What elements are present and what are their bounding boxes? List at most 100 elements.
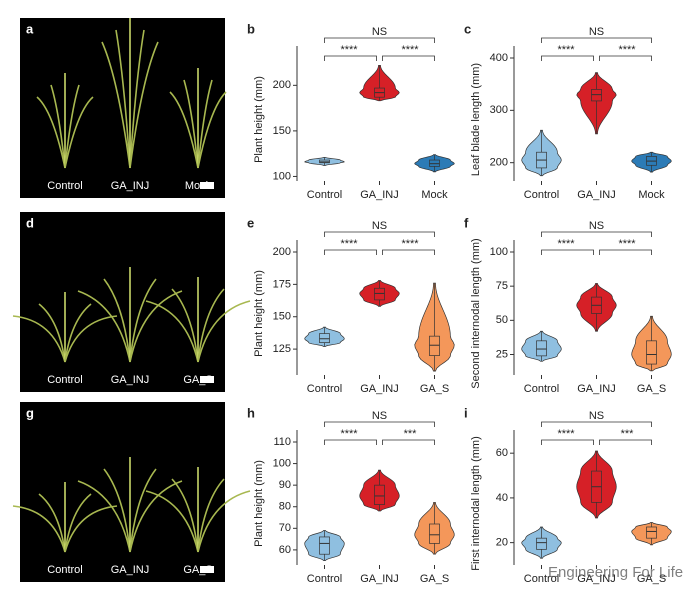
plant-leaf — [197, 79, 213, 169]
panel-label: g — [26, 405, 34, 420]
y-tick-label: 60 — [279, 544, 291, 556]
plant-leaf — [64, 505, 118, 553]
panel-label: a — [26, 21, 34, 36]
x-tick-label: Control — [524, 383, 559, 395]
y-tick-label: 25 — [496, 348, 508, 360]
box — [319, 536, 330, 555]
plant-leaf — [197, 91, 227, 169]
box — [429, 523, 440, 544]
plant-leaf — [103, 278, 131, 363]
plant-leaf — [129, 468, 157, 553]
y-tick-label: 200 — [490, 157, 508, 169]
photo-caption: Control — [47, 180, 82, 192]
y-tick-label: 75 — [496, 280, 508, 292]
significance-label: **** — [618, 238, 636, 250]
photo — [20, 402, 225, 582]
box — [536, 537, 547, 550]
panel-label: c — [464, 21, 471, 36]
photo-caption: GA_INJ — [111, 180, 150, 192]
photo-caption: Control — [47, 564, 82, 576]
x-tick-label: GA_INJ — [360, 189, 399, 201]
box — [646, 340, 657, 365]
plant-leaf — [197, 490, 251, 553]
significance-bracket — [382, 55, 435, 61]
plant-leaf — [64, 315, 118, 363]
box — [374, 484, 385, 505]
y-axis-label: First internodal length (mm) — [470, 436, 482, 571]
significance-bracket — [324, 231, 435, 237]
plant-leaf — [197, 300, 251, 363]
x-tick-label: GA_S — [637, 383, 666, 395]
y-tick-label: 200 — [273, 246, 291, 258]
box — [646, 526, 657, 539]
plant-leaf — [197, 288, 225, 363]
plant-leaf — [103, 468, 131, 553]
significance-label: NS — [372, 410, 387, 422]
plant-leaf — [197, 478, 225, 553]
x-tick-label: Control — [307, 383, 342, 395]
y-axis-label: Plant height (mm) — [253, 460, 265, 547]
y-tick-label: 100 — [273, 457, 291, 469]
significance-bracket — [324, 421, 435, 427]
photo-caption: Control — [47, 374, 82, 386]
y-tick-label: 175 — [273, 278, 291, 290]
y-tick-label: 50 — [496, 314, 508, 326]
y-axis-label: Plant height (mm) — [253, 270, 265, 357]
significance-bracket — [324, 55, 377, 61]
significance-label: **** — [401, 238, 419, 250]
significance-label: **** — [618, 44, 636, 56]
panel-label: d — [26, 215, 34, 230]
plant-leaf — [64, 96, 94, 169]
x-tick-label: GA_INJ — [360, 573, 399, 585]
significance-label: NS — [372, 26, 387, 38]
y-tick-label: 150 — [273, 125, 291, 137]
significance-label: NS — [589, 220, 604, 232]
significance-bracket — [324, 249, 377, 255]
y-tick-label: 90 — [279, 479, 291, 491]
x-tick-label: GA_S — [420, 383, 449, 395]
plant-leaf — [50, 84, 66, 169]
plant-leaf — [64, 84, 80, 169]
box — [536, 340, 547, 357]
plant-leaf — [183, 79, 199, 169]
significance-bracket — [599, 55, 652, 61]
y-axis-label: Second internodal length (mm) — [470, 238, 482, 388]
significance-bracket — [541, 55, 594, 61]
plant-leaf — [77, 480, 131, 553]
plant-leaf — [115, 29, 131, 169]
significance-label: NS — [372, 220, 387, 232]
x-tick-label: GA_INJ — [577, 383, 616, 395]
plant-leaf — [12, 505, 66, 553]
panel-label: f — [464, 215, 469, 230]
y-tick-label: 100 — [490, 246, 508, 258]
y-tick-label: 150 — [273, 311, 291, 323]
x-tick-label: Control — [524, 573, 559, 585]
plant-leaf — [129, 29, 145, 169]
significance-bracket — [324, 439, 377, 445]
box — [319, 333, 330, 343]
plant-leaf — [12, 315, 66, 363]
x-tick-label: Mock — [421, 189, 448, 201]
box — [374, 287, 385, 301]
x-tick-label: Control — [307, 189, 342, 201]
x-tick-label: GA_S — [420, 573, 449, 585]
significance-label: *** — [621, 428, 635, 440]
significance-label: **** — [557, 44, 575, 56]
plant-leaf — [38, 303, 66, 363]
y-tick-label: 20 — [496, 537, 508, 549]
y-tick-label: 125 — [273, 343, 291, 355]
panel-label: e — [247, 215, 254, 230]
photo-caption: GA_INJ — [111, 374, 150, 386]
x-tick-label: GA_INJ — [577, 573, 616, 585]
panel-label: b — [247, 21, 255, 36]
plant-leaf — [171, 288, 199, 363]
x-tick-label: GA_INJ — [360, 383, 399, 395]
x-tick-label: GA_S — [637, 573, 666, 585]
significance-label: *** — [404, 428, 418, 440]
significance-label: **** — [340, 428, 358, 440]
significance-bracket — [382, 249, 435, 255]
y-tick-label: 400 — [490, 52, 508, 64]
significance-label: NS — [589, 26, 604, 38]
y-tick-label: 100 — [273, 170, 291, 182]
